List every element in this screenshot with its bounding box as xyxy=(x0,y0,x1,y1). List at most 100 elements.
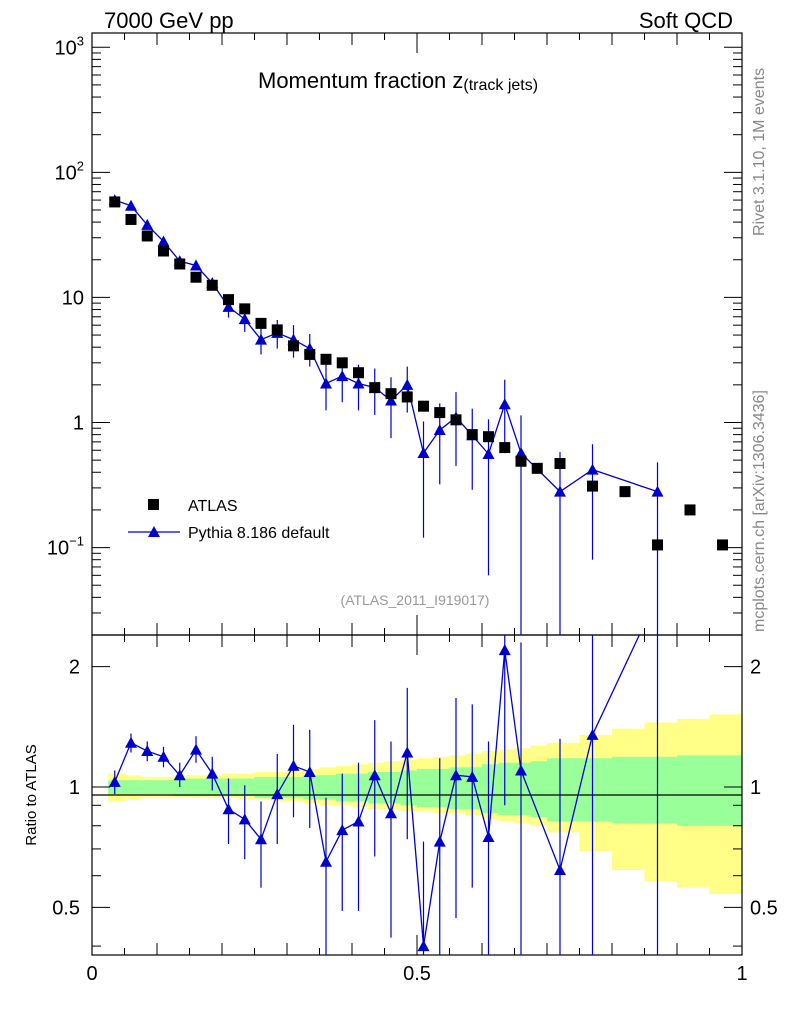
atlas-point xyxy=(288,340,299,352)
main-ytick-label-base: 1 xyxy=(73,412,84,434)
band-inner-bin xyxy=(644,756,678,824)
ratio-point xyxy=(190,743,202,755)
ratio-point xyxy=(303,766,316,778)
band-inner-bin xyxy=(173,778,190,796)
xtick-label: 1 xyxy=(736,963,747,985)
ratio-point xyxy=(173,769,186,781)
ratio-ytick-label-right: 1 xyxy=(750,777,761,799)
ratio-point xyxy=(206,767,219,779)
legend-marker-pythia xyxy=(148,526,160,537)
ratio-point xyxy=(515,764,527,776)
band-inner-bin xyxy=(514,762,532,816)
ratio-point xyxy=(125,736,137,748)
ratio-point xyxy=(417,940,430,952)
band-inner-bin xyxy=(205,778,223,796)
main-ytick-label-base: 10 xyxy=(62,287,84,309)
band-inner-bin xyxy=(465,767,483,810)
ratio-point xyxy=(482,830,495,842)
atlas-point xyxy=(652,539,663,551)
ratio-point xyxy=(336,824,349,836)
ratio-point xyxy=(466,770,479,782)
band-inner-bin xyxy=(384,772,402,804)
atlas-point xyxy=(353,367,364,379)
band-inner-bin xyxy=(287,776,304,798)
atlas-point xyxy=(369,382,381,394)
main-ytick-label-base: 10 xyxy=(55,162,77,184)
pythia-point xyxy=(515,447,527,459)
main-ytick-label-exp: 2 xyxy=(77,158,84,173)
atlas-point xyxy=(125,213,137,225)
band-inner-bin xyxy=(303,775,320,800)
main-ytick-label: 1 xyxy=(73,412,84,434)
ratio-ylabel: Ratio to ATLAS xyxy=(23,744,40,845)
main-panel-frame xyxy=(91,32,743,636)
band-inner-bin xyxy=(238,778,255,796)
pythia-line xyxy=(114,199,658,493)
ratio-ytick-label-left: 2 xyxy=(69,657,80,679)
ratio-point xyxy=(450,769,462,781)
ratio-point xyxy=(271,788,284,800)
ratio-point xyxy=(586,728,599,740)
atlas-point xyxy=(499,442,511,454)
atlas-point xyxy=(717,539,728,551)
ratio-ytick-label-right: 2 xyxy=(750,657,761,679)
ratio-point xyxy=(222,803,235,815)
ratio-ytick-label-left: 1 xyxy=(69,777,80,799)
ratio-series xyxy=(108,635,659,955)
atlas-point xyxy=(223,294,234,306)
ratio-point xyxy=(352,815,365,827)
ratio-point xyxy=(141,745,154,757)
legend-marker-atlas xyxy=(148,499,159,510)
ratio-point xyxy=(368,769,381,781)
x-axis-ticks: 0 0.5 1 xyxy=(86,33,748,985)
main-ytick-label-base: 10 xyxy=(47,538,69,560)
band-inner-bin xyxy=(677,755,710,826)
atlas-point xyxy=(109,196,121,208)
band-inner-bin xyxy=(222,778,239,796)
pythia-point xyxy=(401,378,414,390)
chart-title: Momentum fraction z(track jets) xyxy=(258,68,538,94)
pythia-point xyxy=(498,398,511,410)
atlas-point xyxy=(684,504,696,516)
main-ytick-label-exp: −1 xyxy=(69,534,84,549)
band-inner-bin xyxy=(157,780,174,795)
pythia-point xyxy=(482,447,495,459)
atlas-point xyxy=(239,303,251,315)
ratio-point xyxy=(157,750,170,762)
band-inner-bin xyxy=(417,768,434,808)
atlas-point xyxy=(174,258,186,270)
atlas-point xyxy=(418,400,429,412)
ratio-band-inner xyxy=(108,755,743,826)
atlas-point xyxy=(434,407,446,419)
main-ytick-label: 102 xyxy=(55,158,84,184)
atlas-point xyxy=(401,391,413,403)
band-inner-bin xyxy=(433,768,450,808)
ratio-point xyxy=(498,644,511,656)
atlas-point xyxy=(531,462,543,474)
atlas-point xyxy=(515,455,527,467)
atlas-point xyxy=(587,480,598,492)
ratio-point xyxy=(401,746,414,758)
main-data-layer xyxy=(108,194,728,635)
band-inner-bin xyxy=(124,780,142,795)
pythia-point xyxy=(320,377,332,389)
main-ytick-label-base: 10 xyxy=(55,37,77,59)
band-inner-bin xyxy=(189,778,207,796)
legend-label-atlas: ATLAS xyxy=(188,498,238,515)
chart-title-sub: (track jets) xyxy=(463,77,538,94)
xtick-label: 0 xyxy=(86,963,97,985)
pythia-point xyxy=(222,300,235,312)
atlas-point xyxy=(255,317,267,329)
legend-label-pythia: Pythia 8.186 default xyxy=(188,525,330,542)
ratio-point xyxy=(108,775,121,787)
ratio-point xyxy=(238,813,251,825)
pythia-point xyxy=(385,394,397,406)
ratio-point xyxy=(320,855,332,867)
atlas-point xyxy=(554,458,566,470)
main-ytick-label-exp: 3 xyxy=(77,33,84,48)
ratio-point xyxy=(433,835,446,847)
pythia-point xyxy=(190,259,202,271)
atlas-point xyxy=(385,388,397,400)
band-inner-bin xyxy=(140,780,158,795)
